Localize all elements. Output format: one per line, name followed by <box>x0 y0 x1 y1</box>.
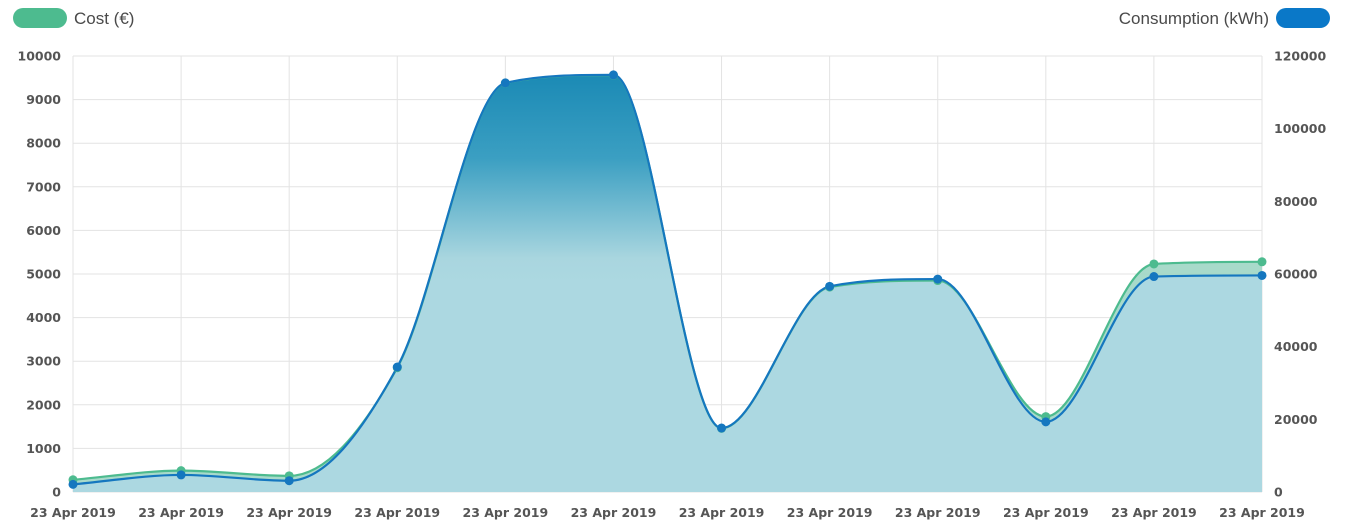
legend: Cost (€) Consumption (kWh) <box>13 8 1330 28</box>
y-left-tick-label: 8000 <box>26 136 61 151</box>
consumption-point[interactable] <box>717 423 727 433</box>
consumption-point[interactable] <box>500 78 510 88</box>
x-tick-label: 23 Apr 2019 <box>1003 505 1089 520</box>
y-right-tick-label: 40000 <box>1274 339 1318 354</box>
y-right-tick-label: 20000 <box>1274 412 1318 427</box>
x-tick-label: 23 Apr 2019 <box>138 505 224 520</box>
legend-swatch-cost[interactable] <box>13 8 67 28</box>
y-left-tick-label: 2000 <box>26 397 61 412</box>
x-tick-label: 23 Apr 2019 <box>30 505 116 520</box>
x-tick-label: 23 Apr 2019 <box>571 505 657 520</box>
x-axis: 23 Apr 2019 23 Apr 2019 23 Apr 2019 23 Apr … <box>30 505 1305 520</box>
y-left-tick-label: 1000 <box>26 441 61 456</box>
y-left-tick-label: 0 <box>52 485 61 500</box>
consumption-point[interactable] <box>1149 272 1159 282</box>
consumption-point[interactable] <box>176 470 186 480</box>
y-right-tick-label: 80000 <box>1274 194 1318 209</box>
x-tick-label: 23 Apr 2019 <box>463 505 549 520</box>
y-right-tick-label: 100000 <box>1274 121 1326 136</box>
y-right-tick-label: 0 <box>1274 485 1283 500</box>
y-right-tick-label: 120000 <box>1274 49 1326 64</box>
y-axis-right: 0 20000 40000 60000 80000 100000 120000 <box>1274 49 1326 500</box>
y-left-tick-label: 6000 <box>26 223 61 238</box>
x-tick-label: 23 Apr 2019 <box>787 505 873 520</box>
y-left-tick-label: 9000 <box>26 92 61 107</box>
y-left-tick-label: 7000 <box>26 179 61 194</box>
consumption-point[interactable] <box>68 479 78 489</box>
cost-point[interactable] <box>1149 259 1159 269</box>
x-tick-label: 23 Apr 2019 <box>1219 505 1305 520</box>
consumption-point[interactable] <box>608 70 618 80</box>
x-tick-label: 23 Apr 2019 <box>354 505 440 520</box>
plot-area <box>73 73 1263 493</box>
legend-swatch-consumption[interactable] <box>1276 8 1330 28</box>
legend-label-cost[interactable]: Cost (€) <box>74 9 134 28</box>
consumption-points <box>68 70 1267 489</box>
y-left-tick-label: 3000 <box>26 354 61 369</box>
consumption-point[interactable] <box>933 274 943 284</box>
y-left-tick-label: 4000 <box>26 310 61 325</box>
y-left-tick-label: 10000 <box>18 49 62 64</box>
consumption-point[interactable] <box>1257 270 1267 280</box>
x-tick-label: 23 Apr 2019 <box>895 505 981 520</box>
consumption-point[interactable] <box>825 281 835 291</box>
cost-point[interactable] <box>1257 257 1267 267</box>
x-tick-label: 23 Apr 2019 <box>1111 505 1197 520</box>
consumption-point[interactable] <box>284 476 294 486</box>
legend-label-consumption[interactable]: Consumption (kWh) <box>1119 9 1269 28</box>
y-left-tick-label: 5000 <box>26 267 61 282</box>
y-right-tick-label: 60000 <box>1274 267 1318 282</box>
y-axis-left: 0 1000 2000 3000 4000 5000 6000 7000 8000 9000 100… <box>18 49 62 500</box>
consumption-area <box>73 74 1262 492</box>
x-tick-label: 23 Apr 2019 <box>679 505 765 520</box>
consumption-point[interactable] <box>392 362 402 372</box>
consumption-point[interactable] <box>1041 417 1051 427</box>
x-tick-label: 23 Apr 2019 <box>246 505 332 520</box>
